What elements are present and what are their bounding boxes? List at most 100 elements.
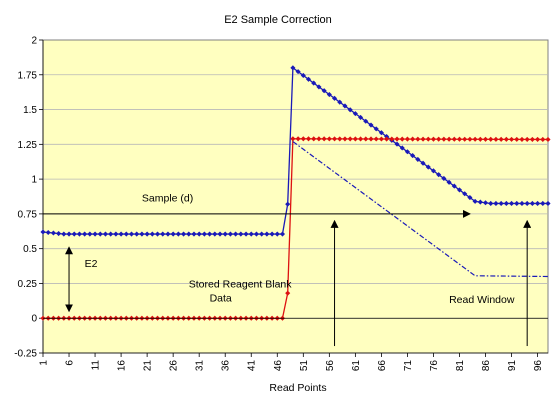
data-point (71, 231, 77, 237)
data-point (399, 136, 405, 142)
data-point (238, 231, 244, 237)
y-tick-label: 0.25 (18, 279, 38, 290)
data-point (436, 136, 442, 142)
data-point (175, 231, 181, 237)
y-tick-label: -0.25 (14, 349, 37, 360)
data-point (50, 230, 56, 236)
data-point (482, 200, 489, 206)
data-point (529, 200, 535, 207)
data-point (493, 200, 499, 207)
x-tick-label: 41 (247, 360, 258, 372)
data-point (279, 231, 286, 237)
data-point (462, 136, 468, 142)
data-point (186, 231, 192, 237)
data-point (290, 65, 296, 71)
x-tick-label: 16 (117, 360, 128, 372)
x-tick-label: 51 (299, 360, 310, 372)
chart-title: E2 Sample Correction (224, 14, 332, 26)
data-point (233, 231, 239, 237)
data-point (462, 191, 468, 197)
data-point (321, 88, 327, 94)
x-tick-label: 31 (195, 360, 206, 372)
x-tick-label: 56 (325, 360, 336, 372)
data-point (160, 231, 166, 237)
y-tick-label: 2 (31, 36, 37, 47)
data-point (456, 187, 463, 193)
x-tick-label: 71 (403, 360, 414, 372)
x-tick-label: 66 (377, 360, 388, 372)
x-tick-label: 36 (221, 360, 232, 372)
y-tick-label: 1 (31, 175, 37, 186)
data-point (170, 231, 176, 237)
y-tick-label: 1.75 (18, 70, 38, 81)
data-point (420, 136, 426, 142)
data-point (472, 198, 478, 204)
arrows-layer (43, 209, 532, 347)
data-point (368, 136, 374, 142)
data-point (259, 231, 265, 237)
data-point (404, 149, 410, 155)
data-point (144, 231, 150, 237)
data-point (425, 164, 431, 170)
data-point (40, 229, 46, 235)
data-point (332, 136, 338, 142)
data-point (97, 231, 103, 237)
series-2 (292, 141, 549, 278)
data-point (274, 231, 280, 237)
x-tick-label: 81 (455, 360, 466, 372)
plot-area (42, 39, 549, 354)
data-point (227, 231, 233, 237)
x-tick-label: 1 (39, 360, 50, 366)
data-point (347, 136, 353, 142)
data-point (134, 231, 140, 237)
data-point (498, 136, 504, 142)
data-point (191, 231, 197, 237)
y-tick-label: 1.5 (23, 105, 37, 116)
data-point (441, 136, 447, 142)
data-point (519, 136, 525, 142)
data-point (66, 231, 72, 237)
x-tick-label: 21 (143, 360, 154, 372)
data-point (436, 172, 442, 178)
data-point (212, 231, 218, 237)
data-point (248, 231, 254, 237)
data-point (285, 290, 291, 296)
x-tick-label: 11 (91, 360, 102, 371)
y-axis-ticks: -0.25 0 0.25 0.5 0.75 1 1.25 1.5 1.75 2 (14, 36, 44, 360)
y-tick-label: 0.5 (23, 244, 37, 255)
x-axis-ticks: 1 6 11 16 21 26 31 36 41 46 51 56 61 66 71 76 81 86 91 96 (39, 352, 548, 372)
data-point (76, 231, 82, 237)
data-point (373, 126, 379, 132)
data-point (207, 231, 213, 237)
data-point (295, 136, 301, 142)
series-line (292, 141, 549, 278)
annotations-layer: Sample (d) E2 Stored Reagent Blank Data Read… (85, 192, 515, 306)
data-point (493, 136, 499, 142)
data-point (243, 231, 249, 237)
data-point (128, 231, 135, 237)
data-point (410, 153, 416, 159)
data-point (404, 136, 410, 142)
data-point (222, 231, 228, 237)
x-axis-label: Read Points (269, 382, 326, 394)
data-point (446, 179, 452, 185)
y-tick-label: 0 (31, 314, 37, 325)
data-point (102, 231, 109, 237)
data-point (253, 231, 259, 237)
data-point (498, 200, 504, 207)
x-tick-label: 61 (351, 360, 362, 372)
annotation-label: Data (210, 293, 232, 305)
data-point (477, 136, 483, 142)
x-tick-label: 96 (533, 360, 544, 372)
data-point (446, 136, 452, 142)
x-tick-label: 76 (429, 360, 440, 372)
data-point (165, 231, 171, 237)
y-tick-label: 1.25 (18, 140, 38, 151)
x-tick-label: 6 (65, 360, 76, 366)
data-point (217, 231, 223, 237)
data-point (425, 136, 431, 142)
data-point (482, 136, 489, 142)
data-point (154, 231, 161, 237)
y-tick-label: 0.75 (18, 209, 38, 220)
